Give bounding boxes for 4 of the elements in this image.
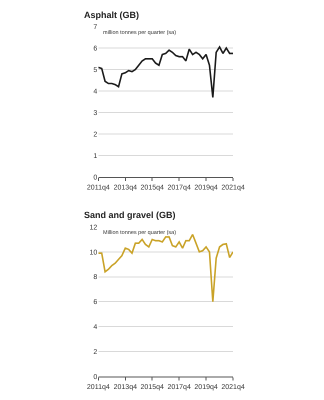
line-series xyxy=(98,46,234,98)
chart-title: Sand and gravel (GB) xyxy=(84,210,176,220)
chart-title: Asphalt (GB) xyxy=(84,10,139,20)
line-series xyxy=(98,234,234,302)
